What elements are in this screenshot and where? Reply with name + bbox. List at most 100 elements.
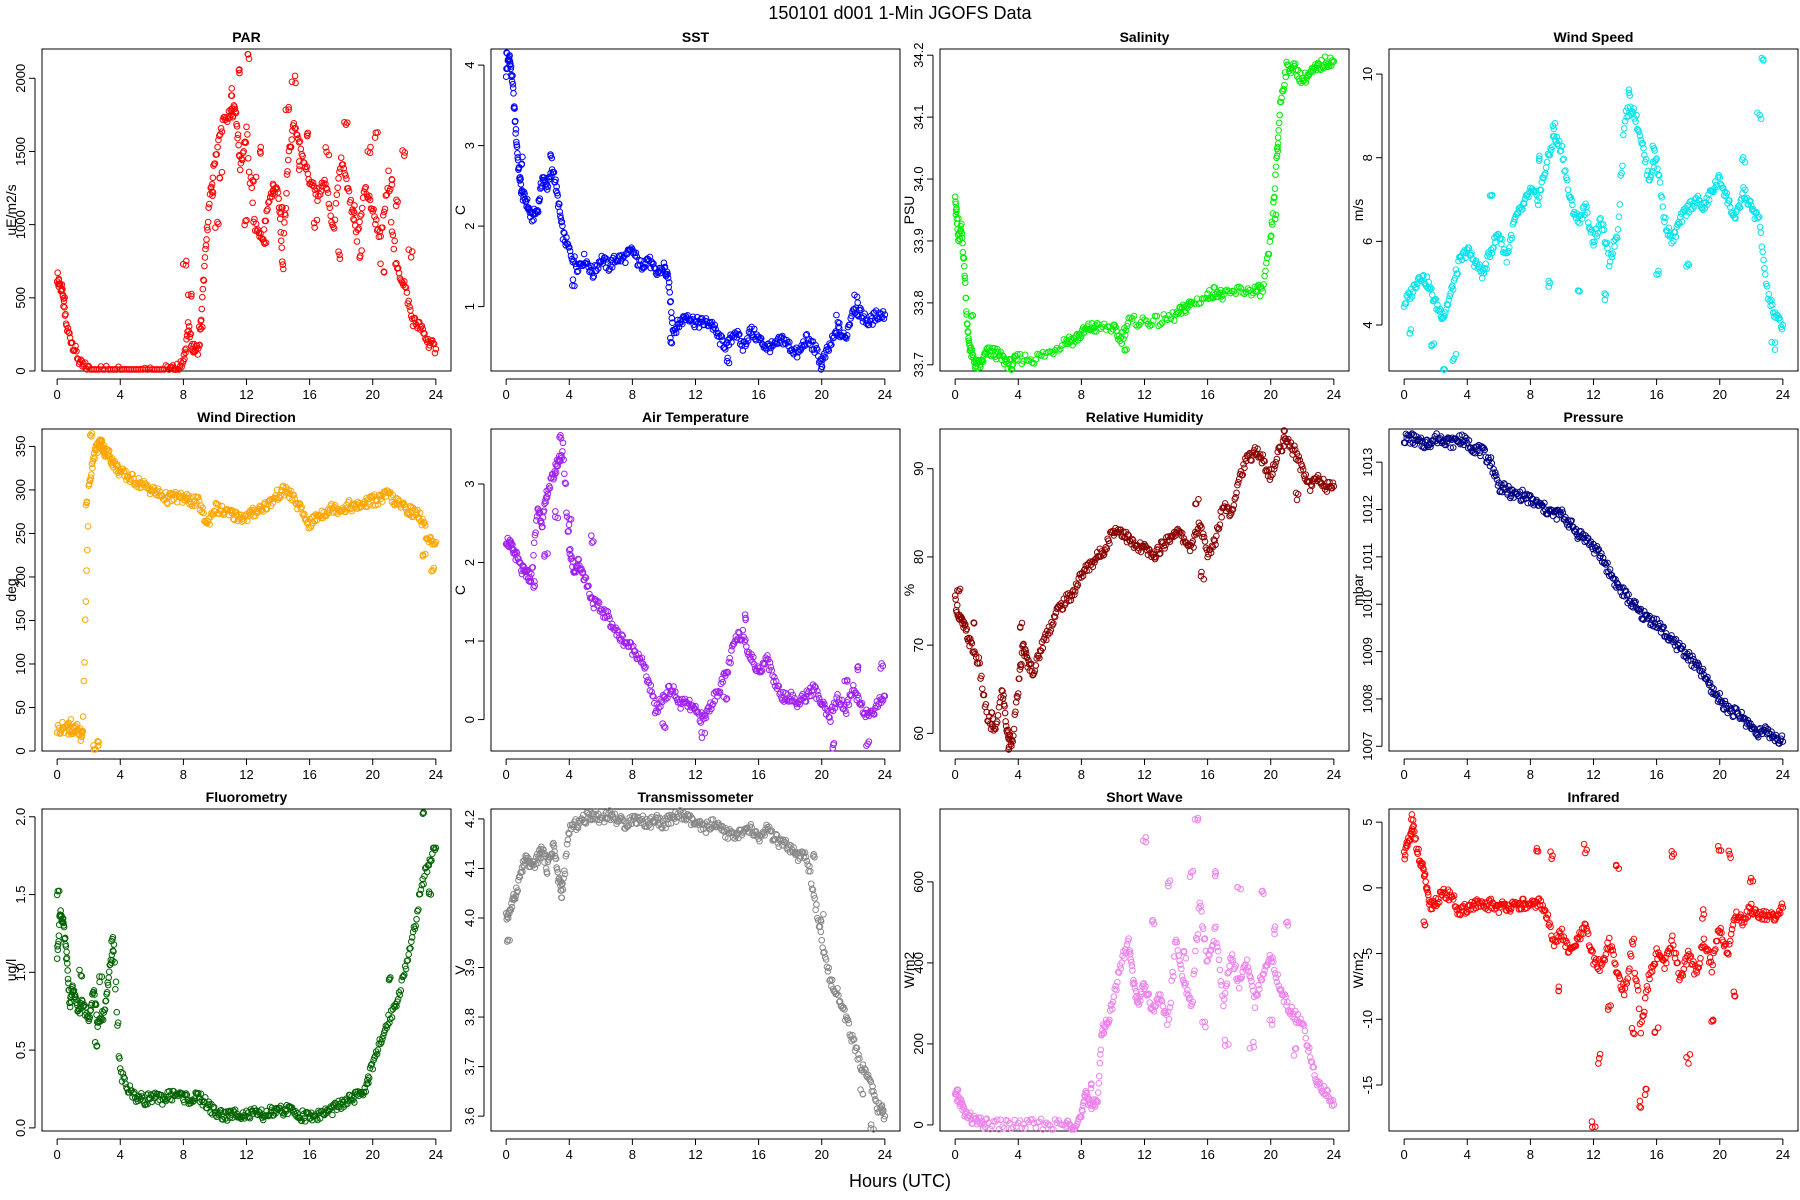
data-point (1021, 351, 1029, 359)
data-point-outlier (323, 148, 330, 156)
y-tick-label-pressure: 1009 (1360, 637, 1375, 666)
data-point (350, 215, 357, 223)
y-tick-label-fluorometry: 0.0 (13, 1119, 28, 1137)
data-point (631, 252, 639, 259)
data-point (664, 274, 672, 282)
data-point (571, 253, 578, 260)
data-point (159, 366, 166, 373)
y-tick-label-air-temperature: 3 (462, 480, 477, 487)
data-point-outlier (818, 360, 825, 368)
x-tick-label-pressure: 0 (1401, 767, 1408, 782)
data-point (89, 464, 96, 472)
data-point (315, 192, 322, 200)
data-point-outlier (969, 312, 977, 319)
data-point (184, 319, 192, 326)
data-point (422, 335, 429, 342)
data-point (668, 309, 675, 316)
data-points-pressure (1400, 430, 1787, 747)
data-point (814, 346, 821, 354)
data-point (670, 329, 678, 337)
data-point (379, 224, 386, 231)
data-point (757, 334, 764, 342)
data-point (292, 124, 299, 132)
data-point (1654, 165, 1661, 173)
data-point-outlier (667, 334, 674, 342)
data-point (293, 131, 300, 138)
data-point-outlier (60, 295, 67, 302)
data-point (1611, 243, 1618, 250)
data-point (80, 677, 88, 685)
x-tick-label-par: 16 (302, 387, 316, 402)
data-point (199, 285, 207, 293)
x-tick-label-fluorometry: 20 (366, 1147, 380, 1162)
data-point (1760, 256, 1767, 264)
data-point (672, 329, 680, 337)
y-tick-label-salinity: 33.8 (911, 290, 926, 315)
x-tick-label-air-temperature: 8 (629, 767, 636, 782)
data-point (223, 114, 230, 121)
data-point-outlier (188, 292, 195, 300)
data-point-outlier (336, 255, 344, 263)
data-point (535, 197, 543, 205)
data-point (234, 134, 241, 142)
data-point (574, 267, 582, 275)
plot-frame-wind-direction (41, 428, 452, 752)
data-point-outlier (245, 55, 253, 63)
data-point (828, 341, 835, 348)
data-point (1272, 171, 1279, 178)
data-point (209, 174, 217, 182)
y-tick-label-pressure: 1012 (1360, 495, 1375, 524)
page-title: 150101 d001 1-Min JGOFS Data (768, 3, 1032, 23)
data-point (370, 206, 377, 213)
data-point-outlier (518, 160, 526, 168)
data-point (273, 185, 281, 193)
data-point (204, 218, 212, 226)
data-point (994, 712, 1002, 719)
data-point (1186, 547, 1194, 555)
data-point-outlier (519, 153, 526, 161)
data-point-outlier (282, 106, 290, 114)
data-point (277, 237, 285, 245)
data-point-outlier (380, 268, 388, 276)
x-tick-label-wind-direction: 24 (429, 767, 443, 782)
data-point (1008, 362, 1016, 369)
x-tick-label-transmissometer: 24 (878, 1147, 892, 1162)
data-point (387, 218, 395, 226)
data-point (969, 351, 977, 359)
data-point (326, 204, 334, 212)
data-point (622, 259, 629, 267)
data-point (881, 311, 889, 318)
data-point (1302, 471, 1310, 479)
data-point (565, 244, 573, 251)
data-point (61, 303, 68, 311)
data-point (334, 184, 341, 192)
data-point (594, 265, 602, 272)
x-tick-label-wind-direction: 20 (366, 767, 380, 782)
data-point (202, 242, 210, 249)
data-point-outlier (358, 247, 365, 254)
data-points-wind-speed (1400, 54, 1787, 373)
data-point (744, 337, 752, 344)
data-point (1778, 732, 1786, 739)
data-point (157, 366, 164, 373)
data-point (356, 218, 363, 226)
data-point (262, 217, 270, 225)
data-point (333, 191, 341, 199)
y-tick-label-transmissometer: 3.7 (462, 1058, 477, 1076)
data-point (388, 228, 396, 235)
data-point (401, 283, 409, 291)
data-point (284, 168, 291, 175)
x-tick-label-relative-humidity: 8 (1078, 767, 1085, 782)
data-point-outlier (269, 180, 277, 188)
data-point (347, 196, 355, 204)
data-point (507, 65, 515, 73)
x-tick-label-salinity: 16 (1200, 387, 1214, 402)
data-point (960, 262, 968, 270)
data-point (204, 226, 211, 234)
data-point (358, 204, 366, 212)
data-point (1261, 272, 1268, 280)
data-point-outlier (322, 144, 329, 151)
data-point (394, 264, 402, 272)
y-tick-label-sst: 4 (462, 61, 477, 68)
